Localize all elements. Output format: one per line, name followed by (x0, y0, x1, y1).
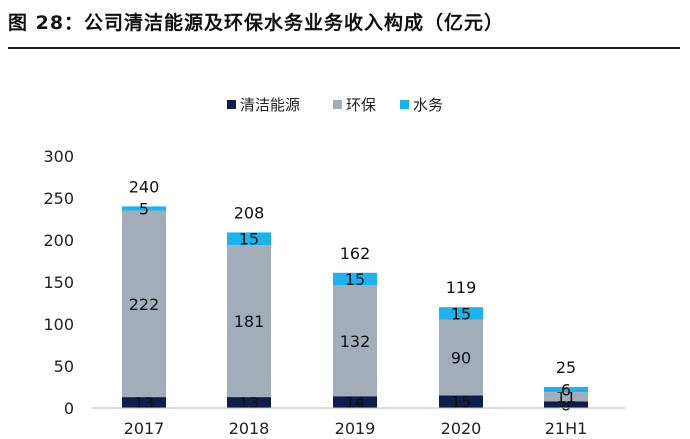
x-tick-label: 2020 (441, 419, 482, 438)
legend-swatch (227, 100, 236, 109)
data-label: 15 (451, 393, 471, 412)
data-label: 222 (129, 295, 160, 314)
total-label: 208 (234, 203, 265, 222)
bar-segment (122, 210, 166, 398)
y-tick-label: 0 (64, 399, 74, 418)
legend: 清洁能源 环保 水务 (227, 96, 443, 114)
data-label: 8 (561, 396, 571, 415)
data-label: 14 (345, 393, 365, 412)
x-tick-label: 2018 (229, 419, 270, 438)
legend-swatch (400, 100, 409, 109)
total-label: 119 (446, 278, 477, 297)
x-tick-label: 21H1 (545, 419, 588, 438)
bar-segment (122, 397, 166, 408)
bar-segment (333, 272, 377, 286)
data-label: 90 (451, 349, 471, 368)
data-label: 15 (451, 305, 471, 324)
chart-title: 图 28：公司清洁能源及环保水务业务收入构成（亿元） (8, 12, 505, 34)
legend-label: 水务 (413, 96, 443, 114)
data-label: 15 (239, 230, 259, 249)
bar-segment (544, 387, 588, 393)
x-tick-label: 2017 (124, 419, 165, 438)
y-tick-label: 300 (43, 147, 74, 166)
bars: 1322252401318115208141321516215901511981… (122, 177, 588, 415)
y-tick-label: 100 (43, 315, 74, 334)
y-tick-label: 150 (43, 273, 74, 292)
data-label: 5 (139, 200, 149, 219)
bar-segment (227, 245, 271, 398)
data-label: 11 (556, 388, 576, 407)
total-label: 25 (556, 358, 576, 377)
bar-segment (439, 395, 483, 408)
bar-segment (227, 397, 271, 408)
title-underline (8, 47, 680, 49)
y-axis: 0 50 100 150 200 250 300 (43, 147, 74, 418)
data-label: 6 (561, 381, 571, 400)
legend-swatch (333, 100, 342, 109)
y-tick-label: 200 (43, 231, 74, 250)
data-label: 132 (340, 332, 371, 351)
bar-segment (544, 401, 588, 408)
total-label: 162 (340, 244, 371, 263)
bar-segment (227, 232, 271, 246)
bar-segment (544, 392, 588, 402)
bar-segment (439, 319, 483, 396)
bar-segment (333, 285, 377, 397)
bar-segment (333, 396, 377, 408)
data-label: 15 (345, 270, 365, 289)
y-tick-label: 250 (43, 189, 74, 208)
data-label: 181 (234, 312, 265, 331)
bar-segment (122, 206, 166, 211)
x-tick-label: 2019 (335, 419, 376, 438)
y-tick-label: 50 (54, 357, 74, 376)
x-axis: 2017 2018 2019 2020 21H1 (92, 407, 625, 438)
legend-label: 清洁能源 (240, 96, 300, 114)
bar-segment (439, 307, 483, 320)
total-label: 240 (129, 177, 160, 196)
legend-label: 环保 (346, 96, 376, 114)
